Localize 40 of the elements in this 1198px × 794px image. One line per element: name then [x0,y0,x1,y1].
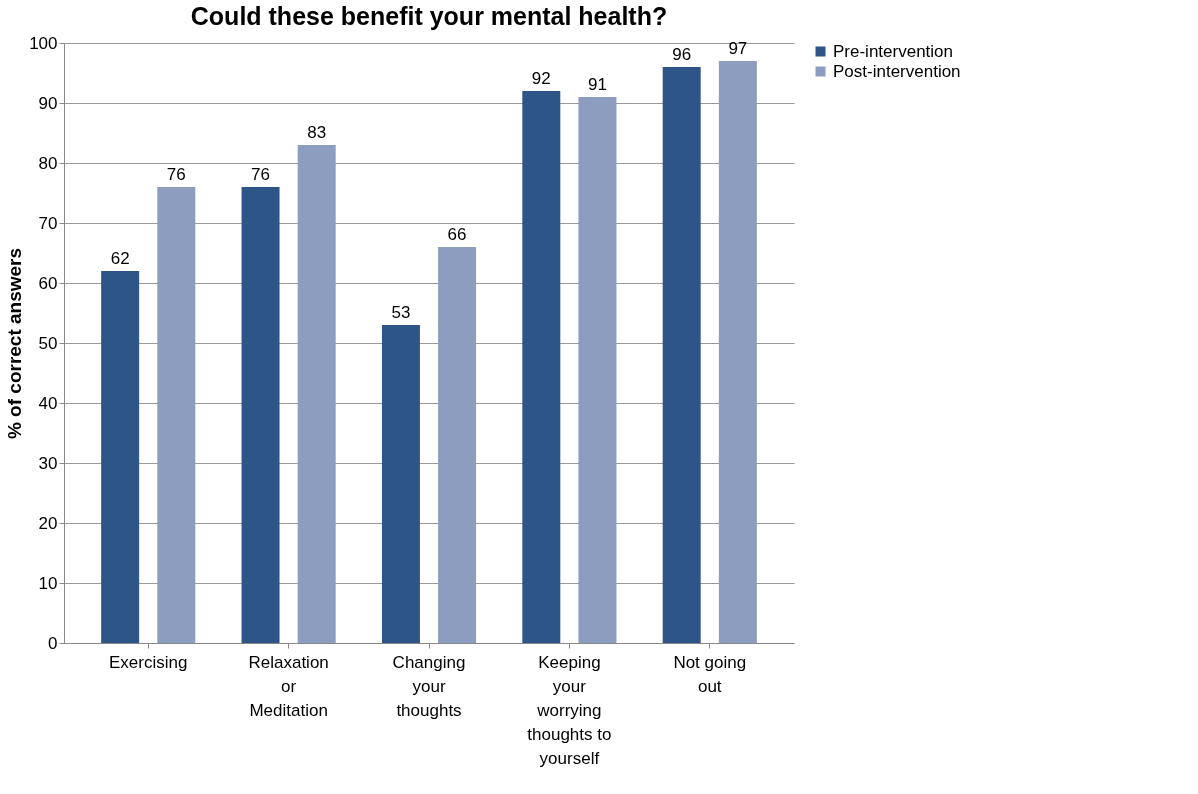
data-label: 91 [588,75,607,94]
data-label: 53 [391,303,411,322]
bar [157,187,196,643]
bar [662,67,701,643]
data-label: 97 [728,39,748,58]
bar [101,271,140,643]
y-axis-title: % of correct answers [4,247,26,440]
data-label: 66 [447,225,467,244]
y-tick-label: 80 [38,153,58,173]
bar [718,61,757,643]
data-label: 96 [672,45,692,64]
x-tick-label: Changing your thoughts [392,652,466,720]
bar [522,91,561,643]
y-tick-label: 10 [38,573,58,593]
y-tick-label: 30 [38,453,58,473]
y-tick-label: 50 [38,333,58,353]
y-tick-label: 40 [38,393,58,413]
y-tick-label: 60 [38,273,58,293]
data-label: 83 [307,123,327,142]
bar [381,325,420,643]
bar [578,97,617,643]
y-tick-label: 90 [38,93,58,113]
bar [438,247,477,643]
bar [297,145,336,643]
data-label: 92 [531,69,551,88]
x-tick-label: Not going out [673,652,747,696]
data-label: 62 [110,249,130,268]
data-label: 76 [251,165,270,184]
legend-label: Pre-intervention [833,41,954,61]
y-tick-label: 100 [29,33,58,53]
x-tick-label: Exercising [109,652,188,672]
data-label: 76 [166,165,186,184]
x-tick-label: Keeping your worrying thoughts to yourself [527,652,612,768]
bar [241,187,280,643]
y-tick-label: 70 [38,213,58,233]
chart-title: Could these benefit your mental health? [190,2,668,30]
x-tick-label: Relaxation or Meditation [248,652,329,720]
legend-label: Post-intervention [833,61,961,81]
y-tick-label: 0 [48,633,58,653]
y-tick-label: 20 [38,513,58,533]
